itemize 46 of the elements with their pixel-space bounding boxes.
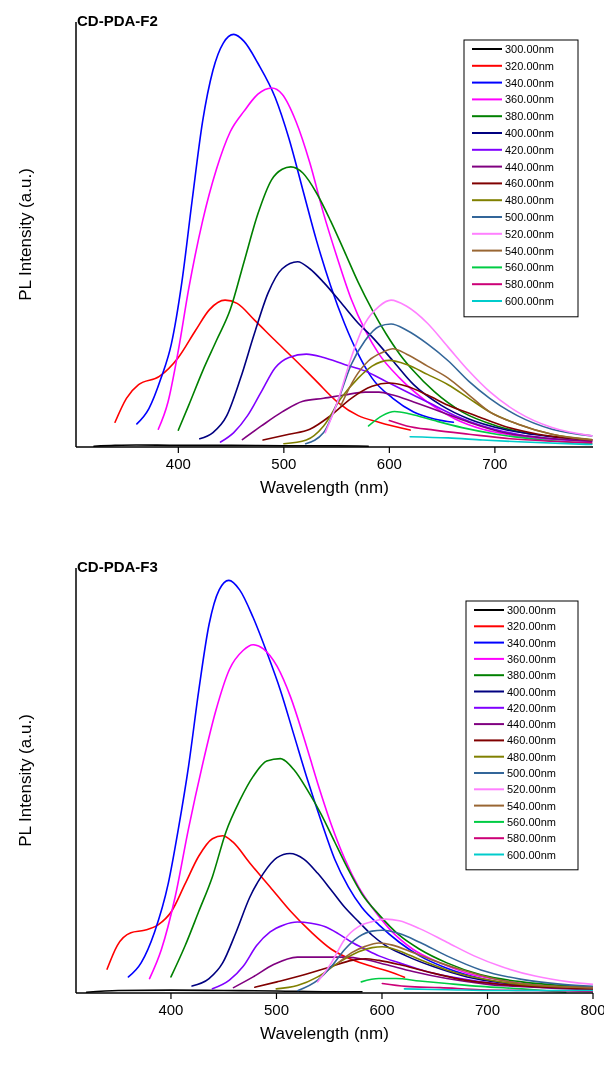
chart-title: CD-PDA-F3 <box>77 558 158 575</box>
legend-label: 420.00nm <box>505 143 554 156</box>
legend-label: 300.00nm <box>507 604 556 616</box>
x-tick-label: 400 <box>158 1001 184 1018</box>
legend-label: 520.00nm <box>507 783 556 796</box>
legend-label: 560.00nm <box>505 261 554 274</box>
legend-label: 340.00nm <box>507 636 556 649</box>
legend-label: 320.00nm <box>505 59 554 72</box>
legend-label: 600.00nm <box>505 295 554 307</box>
legend-label: 580.00nm <box>507 832 556 845</box>
y-axis-title: PL Intensity (a.u.) <box>16 168 35 301</box>
legend-label: 500.00nm <box>507 767 556 779</box>
legend-label: 460.00nm <box>507 734 556 747</box>
legend-label: 440.00nm <box>505 160 554 173</box>
x-tick-label: 600 <box>369 1001 395 1018</box>
legend-label: 480.00nm <box>507 750 556 763</box>
x-axis-title: Wavelength (nm) <box>260 1024 389 1043</box>
legend-label: 400.00nm <box>507 685 556 698</box>
legend-label: 360.00nm <box>507 652 556 665</box>
legend-label: 560.00nm <box>507 815 556 828</box>
y-axis-title: PL Intensity (a.u.) <box>16 714 35 847</box>
legend-label: 540.00nm <box>505 244 554 257</box>
x-axis-title: Wavelength (nm) <box>260 478 389 497</box>
chart-title: CD-PDA-F2 <box>77 12 158 29</box>
x-tick-label: 600 <box>376 455 402 472</box>
legend-label: 400.00nm <box>505 127 554 139</box>
legend-label: 340.00nm <box>505 76 554 89</box>
legend-label: 420.00nm <box>507 701 556 714</box>
legend-label: 600.00nm <box>507 848 556 861</box>
legend-label: 300.00nm <box>505 43 554 55</box>
x-tick-label: 700 <box>474 1001 501 1018</box>
legend-label: 540.00nm <box>507 799 556 812</box>
x-tick-label: 400 <box>165 455 191 472</box>
legend-label: 520.00nm <box>505 227 554 240</box>
legend-label: 320.00nm <box>507 620 556 633</box>
legend-label: 380.00nm <box>505 110 554 123</box>
legend-label: 360.00nm <box>505 93 554 106</box>
legend-label: 580.00nm <box>505 278 554 291</box>
x-tick-label: 500 <box>271 455 297 472</box>
legend-label: 500.00nm <box>505 211 554 223</box>
legend-label: 380.00nm <box>507 669 556 682</box>
x-tick-label: 700 <box>482 455 508 472</box>
legend-label: 440.00nm <box>507 718 556 731</box>
legend-label: 480.00nm <box>505 194 554 207</box>
legend-label: 460.00nm <box>505 177 554 190</box>
x-tick-label: 500 <box>263 1001 289 1018</box>
